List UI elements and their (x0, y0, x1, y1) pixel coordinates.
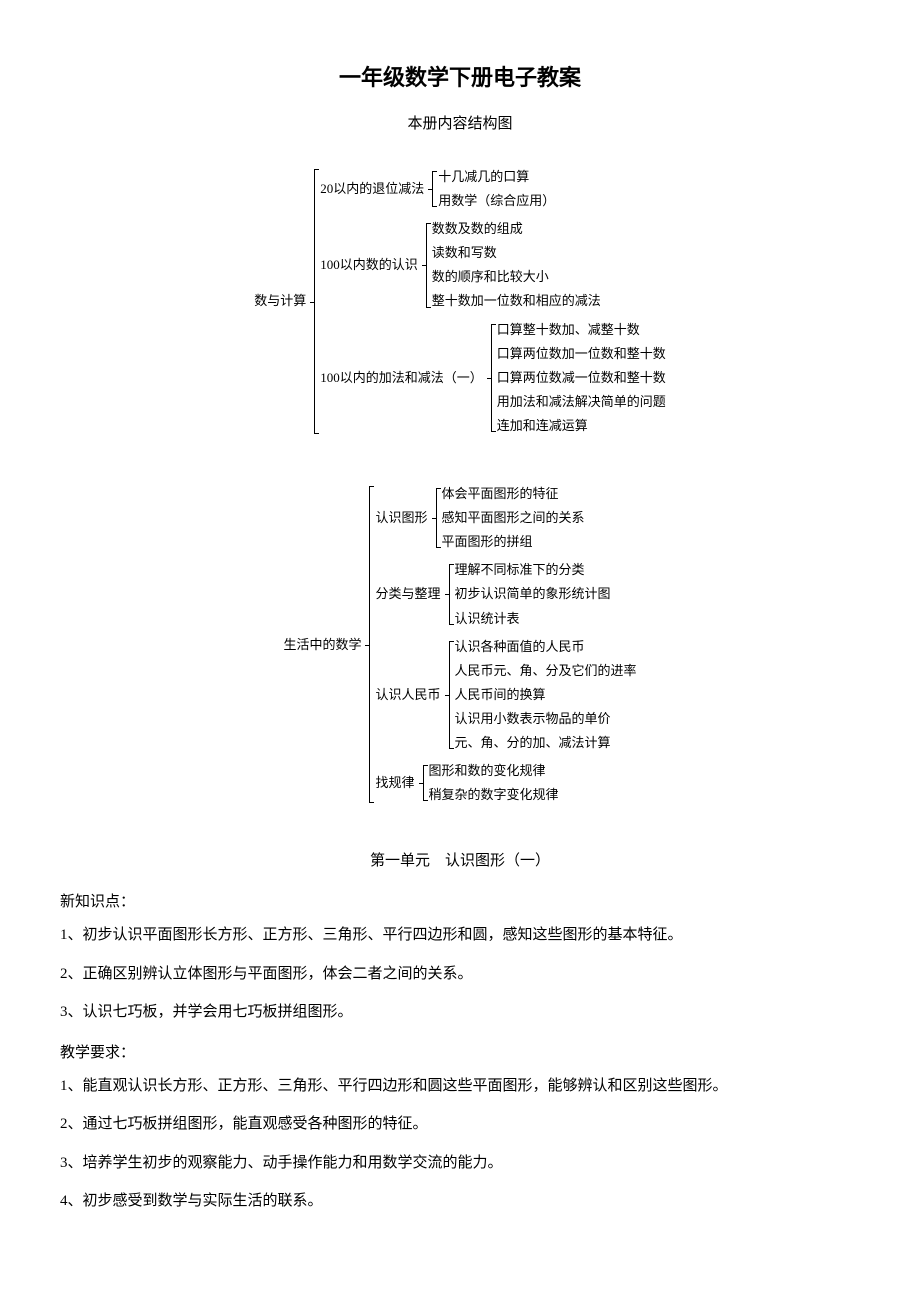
tree1-branch-0: 20以内的退位减法 (320, 178, 424, 200)
tree-leaf: 稍复杂的数字变化规律 (429, 784, 559, 806)
tree1-branch-2: 100以内的加法和减法（一） (320, 367, 483, 389)
knowledge-head: 新知识点： (60, 890, 860, 911)
tree-leaf: 用数学（综合应用） (438, 190, 555, 212)
tree-leaf: 认识用小数表示物品的单价 (455, 708, 637, 730)
tree-leaf: 用加法和减法解决简单的问题 (497, 391, 666, 413)
tree1-branch-1: 100以内数的认识 (320, 254, 418, 276)
page-subtitle: 本册内容结构图 (60, 112, 860, 133)
tree-leaf: 感知平面图形之间的关系 (442, 507, 585, 529)
structure-tree-2: 生活中的数学 认识图形 体会平面图形的特征 感知平面图形之间的关系 平面图形的拼… (60, 480, 860, 809)
tree-leaf: 读数和写数 (432, 242, 601, 264)
tree-leaf: 认识各种面值的人民币 (455, 636, 637, 658)
requirement-point: 4、初步感受到数学与实际生活的联系。 (60, 1187, 860, 1216)
tree2-branch-1: 分类与整理 (375, 583, 440, 605)
unit-title: 第一单元 认识图形（一） (60, 849, 860, 870)
tree-leaf: 人民币间的换算 (455, 684, 637, 706)
knowledge-point: 2、正确区别辨认立体图形与平面图形，体会二者之间的关系。 (60, 960, 860, 989)
knowledge-point: 3、认识七巧板，并学会用七巧板拼组图形。 (60, 998, 860, 1027)
tree-leaf: 理解不同标准下的分类 (455, 559, 611, 581)
tree-leaf: 体会平面图形的特征 (442, 483, 585, 505)
tree2-root: 生活中的数学 (283, 634, 361, 656)
tree-leaf: 十几减几的口算 (438, 166, 555, 188)
requirement-point: 1、能直观认识长方形、正方形、三角形、平行四边形和圆这些平面图形，能够辨认和区别… (60, 1072, 860, 1101)
requirement-point: 2、通过七巧板拼组图形，能直观感受各种图形的特征。 (60, 1110, 860, 1139)
tree-leaf: 口算两位数减一位数和整十数 (497, 367, 666, 389)
tree-leaf: 元、角、分的加、减法计算 (455, 732, 637, 754)
knowledge-point: 1、初步认识平面图形长方形、正方形、三角形、平行四边形和圆，感知这些图形的基本特… (60, 921, 860, 950)
tree-leaf: 数数及数的组成 (432, 218, 601, 240)
tree-leaf: 连加和连减运算 (497, 415, 666, 437)
tree-leaf: 认识统计表 (455, 608, 611, 630)
tree1-root: 数与计算 (254, 290, 306, 312)
tree2-branch-3: 找规律 (375, 772, 414, 794)
requirement-point: 3、培养学生初步的观察能力、动手操作能力和用数学交流的能力。 (60, 1149, 860, 1178)
structure-tree-1: 数与计算 20以内的退位减法 十几减几的口算 用数学（综合应用） 100以内数的… (60, 163, 860, 440)
tree-leaf: 整十数加一位数和相应的减法 (432, 290, 601, 312)
tree-leaf: 图形和数的变化规律 (429, 760, 559, 782)
requirements-head: 教学要求： (60, 1041, 860, 1062)
tree-leaf: 平面图形的拼组 (442, 531, 585, 553)
tree2-branch-2: 认识人民币 (375, 684, 440, 706)
page-title: 一年级数学下册电子教案 (60, 60, 860, 92)
tree2-branch-0: 认识图形 (375, 507, 427, 529)
tree-leaf: 数的顺序和比较大小 (432, 266, 601, 288)
tree-leaf: 初步认识简单的象形统计图 (455, 583, 611, 605)
tree-leaf: 口算两位数加一位数和整十数 (497, 343, 666, 365)
tree-leaf: 口算整十数加、减整十数 (497, 319, 666, 341)
tree-leaf: 人民币元、角、分及它们的进率 (455, 660, 637, 682)
